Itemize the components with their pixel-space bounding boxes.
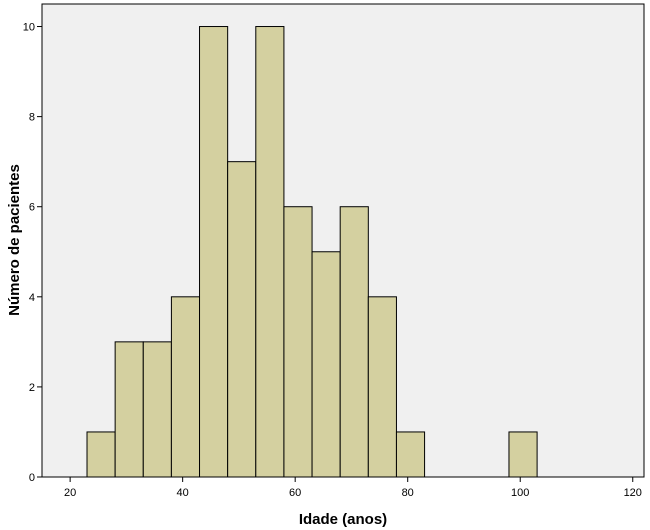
- histogram-bar-4: [199, 26, 229, 478]
- histogram-bar-12: [508, 431, 538, 478]
- y-tick-label: 6: [29, 202, 35, 214]
- x-tick-label: 60: [289, 487, 301, 499]
- y-tick-label: 2: [29, 382, 35, 394]
- bars-group: [86, 26, 538, 478]
- x-axis: 20 40 60 80 100 120: [64, 477, 642, 499]
- histogram-bar-7: [283, 206, 313, 478]
- histogram-bar-2: [142, 341, 172, 478]
- x-tick-label: 80: [402, 487, 414, 499]
- y-tick-label: 4: [29, 292, 35, 304]
- histogram-bar-11: [395, 431, 426, 478]
- y-axis-title: Número de pacientes: [6, 164, 23, 316]
- x-tick-label: 20: [64, 487, 76, 499]
- x-tick-label: 100: [511, 487, 529, 499]
- histogram-bar-6: [255, 26, 285, 478]
- x-tick-label: 120: [624, 487, 642, 499]
- y-tick-label: 10: [23, 22, 35, 34]
- histogram-bar-1: [114, 341, 144, 478]
- histogram-bar-10: [367, 296, 397, 478]
- histogram-bar-8: [311, 251, 341, 478]
- histogram-bar-5: [227, 161, 257, 478]
- y-tick-label: 0: [29, 472, 35, 484]
- histogram-bar-3: [170, 296, 201, 478]
- y-tick-label: 8: [29, 112, 35, 124]
- histogram-bar-9: [339, 206, 369, 478]
- x-axis-title: Idade (anos): [299, 511, 387, 528]
- x-tick-label: 40: [177, 487, 189, 499]
- histogram-bar-0: [86, 431, 116, 478]
- y-axis: 0 2 4 6 8 10: [23, 22, 42, 484]
